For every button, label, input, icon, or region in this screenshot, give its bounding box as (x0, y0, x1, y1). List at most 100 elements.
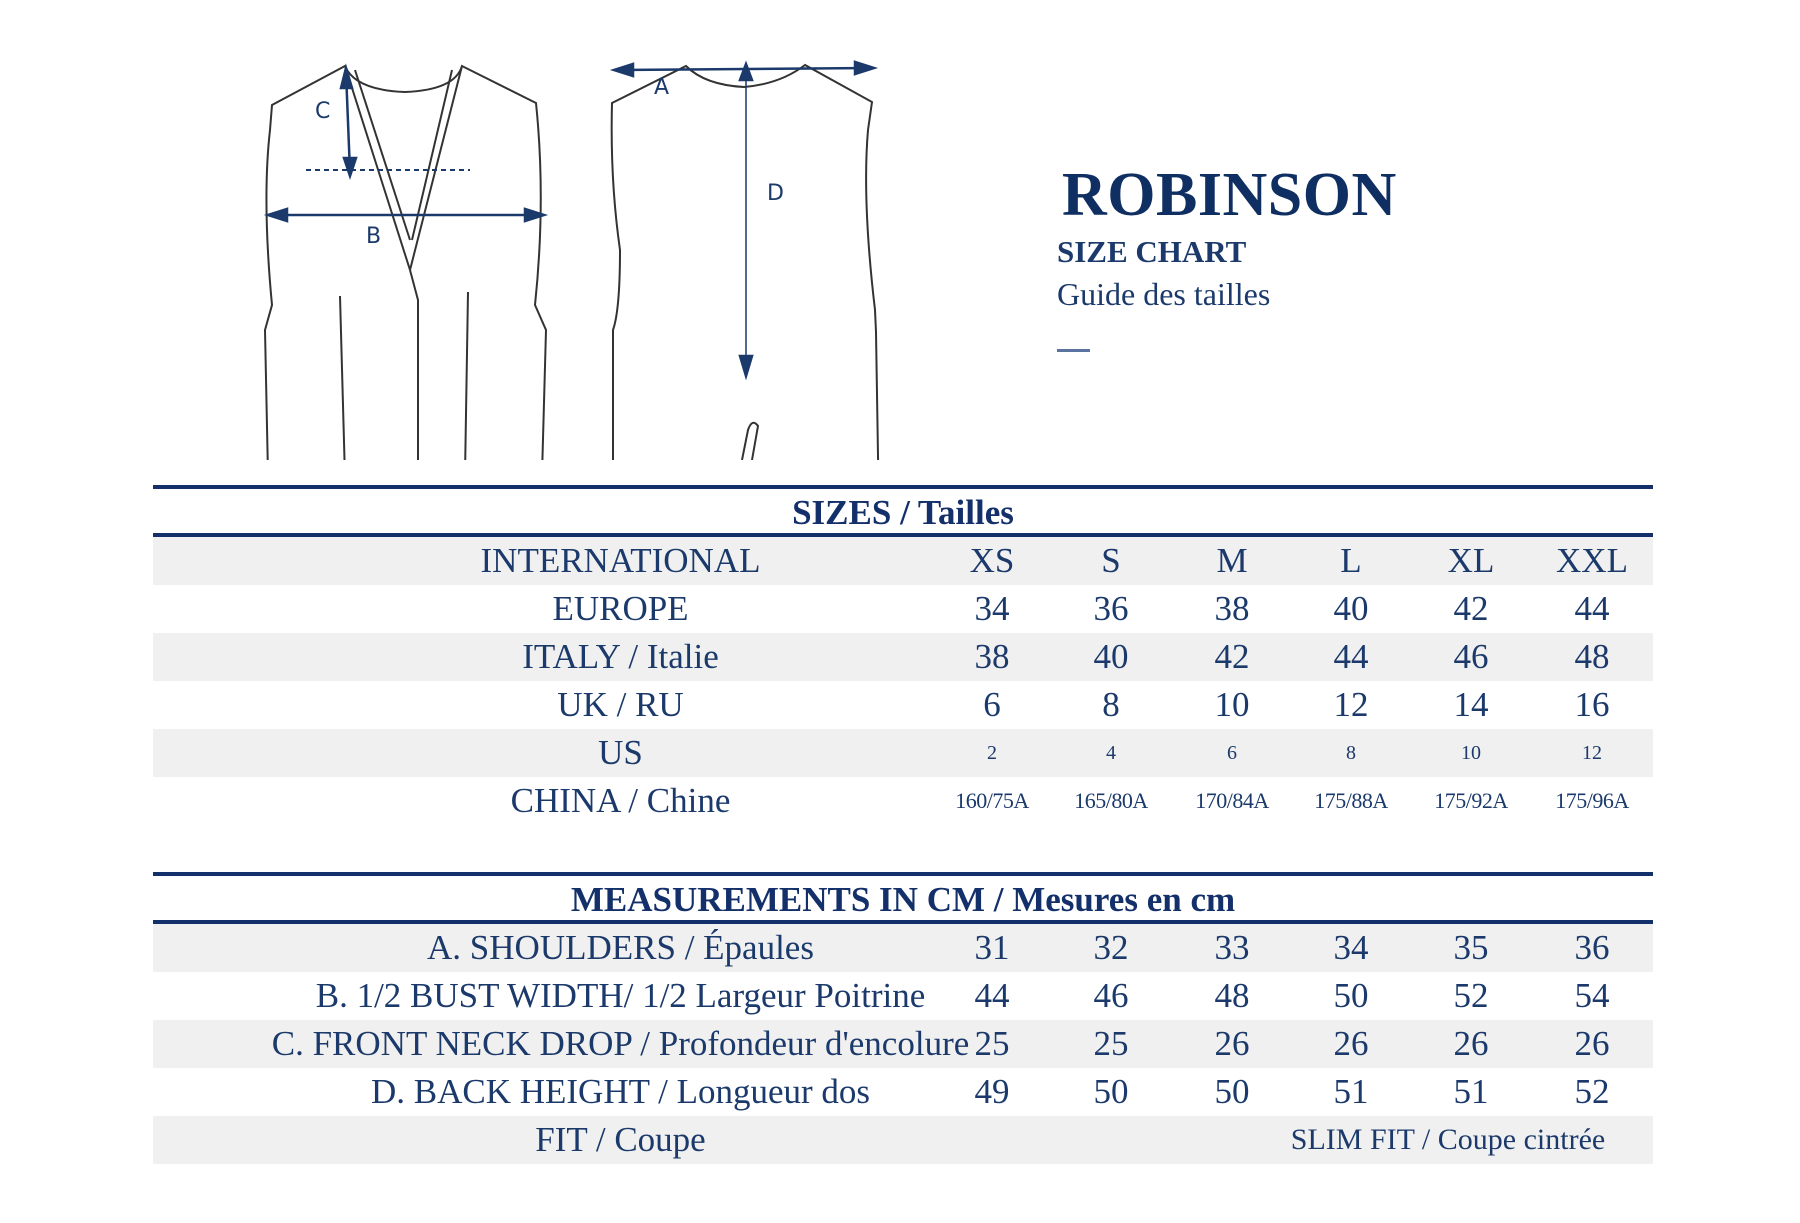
table-cell: 26 (1214, 1024, 1250, 1063)
fit-value: SLIM FIT / Coupe cintrée (1290, 1123, 1606, 1156)
table-cell: 12 (1582, 742, 1602, 764)
table-cell: 50 (1333, 976, 1369, 1015)
table-cell: 49 (974, 1072, 1010, 1111)
table-cell: 165/80A (1074, 788, 1148, 813)
table-cell: 14 (1453, 685, 1489, 724)
front-vest-drawing (263, 64, 548, 460)
table-cell: 42 (1453, 589, 1489, 628)
table-cell: 8 (1102, 685, 1120, 724)
table-cell: M (1216, 541, 1248, 580)
table-cell: 48 (1574, 637, 1610, 676)
sizes-heading: SIZES / Tailles (792, 493, 1014, 532)
title-dash-divider (1057, 349, 1090, 352)
table-row: CHINA / Chine 160/75A 165/80A 170/84A 175/88… (153, 777, 1653, 825)
table-rule (153, 872, 1653, 876)
table-cell: 54 (1574, 976, 1610, 1015)
table-cell: 51 (1453, 1072, 1489, 1111)
measurement-arrows (263, 60, 879, 381)
row-label: INTERNATIONAL (480, 541, 761, 580)
table-cell: 35 (1453, 928, 1489, 967)
table-cell: 34 (974, 589, 1010, 628)
table-cell: 26 (1333, 1024, 1369, 1063)
table-cell: XS (969, 541, 1015, 580)
table-cell: L (1340, 541, 1362, 580)
table-cell: 25 (1093, 1024, 1129, 1063)
table-cell: 8 (1346, 742, 1356, 764)
table-cell: 12 (1333, 685, 1369, 724)
table-cell: 160/75A (955, 788, 1029, 813)
row-label: CHINA / Chine (510, 781, 731, 820)
table-cell: 32 (1093, 928, 1129, 967)
table-cell: 44 (974, 976, 1010, 1015)
table-cell: 38 (1214, 589, 1250, 628)
table-cell: 10 (1214, 685, 1250, 724)
table-row: INTERNATIONAL XS S M L XL XXL (153, 537, 1653, 585)
table-row: ITALY / Italie 38 40 42 44 46 48 (153, 633, 1653, 681)
table-cell: 52 (1574, 1072, 1610, 1111)
table-cell: 6 (1227, 742, 1237, 764)
table-cell: 6 (983, 685, 1001, 724)
product-title: ROBINSON (1062, 161, 1397, 229)
row-label: UK / RU (557, 685, 684, 724)
fit-row: FIT / Coupe SLIM FIT / Coupe cintrée (153, 1116, 1653, 1164)
table-cell: 52 (1453, 976, 1489, 1015)
table-cell: 33 (1214, 928, 1250, 967)
row-label: D. BACK HEIGHT / Longueur dos (370, 1072, 871, 1111)
size-chart-subtitle-fr: Guide des tailles (1057, 276, 1271, 312)
table-cell: 40 (1093, 637, 1129, 676)
table-row: C. FRONT NECK DROP / Profondeur d'encolu… (153, 1020, 1653, 1068)
table-cell: 26 (1574, 1024, 1610, 1063)
table-cell: 16 (1574, 685, 1610, 724)
table-cell: 4 (1106, 742, 1116, 764)
row-label: EUROPE (552, 589, 689, 628)
table-cell: 175/96A (1555, 788, 1629, 813)
table-cell: XXL (1556, 541, 1628, 580)
label-d: D (767, 181, 784, 206)
table-cell: 175/88A (1314, 788, 1388, 813)
table-cell: 46 (1453, 637, 1489, 676)
table-cell: 25 (974, 1024, 1010, 1063)
table-cell: 42 (1214, 637, 1250, 676)
vest-diagram: C B A D (263, 60, 880, 460)
table-row: EUROPE 34 36 38 40 42 44 (153, 585, 1653, 633)
measurements-table: MEASUREMENTS IN CM / Mesures en cm A. SH… (153, 872, 1653, 1164)
label-c: C (315, 99, 330, 124)
table-cell: 51 (1333, 1072, 1369, 1111)
table-cell: 31 (974, 928, 1010, 967)
table-row: A. SHOULDERS / Épaules 31 32 33 34 35 36 (153, 924, 1653, 972)
table-cell: 50 (1214, 1072, 1250, 1111)
table-rule (153, 920, 1653, 924)
table-cell: 175/92A (1434, 788, 1508, 813)
table-row: D. BACK HEIGHT / Longueur dos 49 50 50 51 51 5… (153, 1068, 1653, 1116)
table-cell: 26 (1453, 1024, 1489, 1063)
table-cell: 44 (1333, 637, 1369, 676)
table-cell: 2 (987, 742, 997, 764)
table-cell: 34 (1333, 928, 1369, 967)
measurements-heading: MEASUREMENTS IN CM / Mesures en cm (570, 880, 1236, 919)
row-label: C. FRONT NECK DROP / Profondeur d'encolu… (271, 1024, 970, 1063)
table-cell: 10 (1461, 742, 1481, 764)
sizes-table: SIZES / Tailles INTERNATIONAL XS S M L XL XXL E… (153, 485, 1653, 825)
table-cell: 40 (1333, 589, 1369, 628)
label-a: A (654, 75, 669, 100)
row-label: A. SHOULDERS / Épaules (427, 928, 814, 967)
table-cell: 46 (1093, 976, 1129, 1015)
table-rule (153, 485, 1653, 489)
table-cell: 48 (1214, 976, 1250, 1015)
fit-label: FIT / Coupe (535, 1120, 706, 1159)
table-cell: XL (1447, 541, 1495, 580)
table-cell: 50 (1093, 1072, 1129, 1111)
size-chart-subtitle: SIZE CHART (1057, 234, 1247, 269)
table-cell: 36 (1574, 928, 1610, 967)
label-b: B (366, 224, 381, 249)
table-row: UK / RU 6 8 10 12 14 16 (153, 681, 1653, 729)
table-cell: S (1101, 541, 1121, 580)
table-cell: 170/84A (1195, 788, 1269, 813)
table-row: B. 1/2 BUST WIDTH/ 1/2 Largeur Poitrine 4… (153, 972, 1653, 1020)
back-vest-drawing (610, 63, 880, 460)
row-label: US (598, 733, 643, 772)
table-cell: 44 (1574, 589, 1610, 628)
table-rule (153, 533, 1653, 537)
table-cell: 36 (1093, 589, 1129, 628)
row-label: ITALY / Italie (522, 637, 719, 676)
